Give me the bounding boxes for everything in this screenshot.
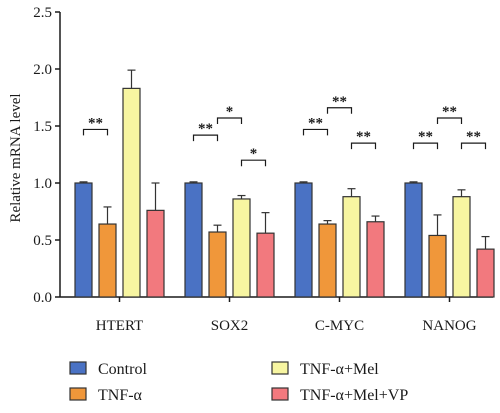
significance-bracket: *: [240, 146, 267, 167]
bracket-line: [216, 117, 243, 125]
significance-bracket: **: [326, 94, 353, 114]
bar: [318, 223, 337, 298]
bar: [342, 196, 361, 298]
x-tick-label: SOX2: [211, 318, 249, 334]
bracket-line: [412, 142, 439, 150]
bar: [98, 223, 117, 298]
legend-label: TNF-α: [98, 387, 143, 404]
bracket-line: [302, 128, 329, 136]
bar: [428, 234, 447, 298]
legend-swatch: [271, 387, 289, 401]
bar: [184, 182, 203, 298]
significance-label: **: [418, 129, 433, 145]
significance-bracket: *: [216, 104, 243, 125]
x-tick-label: NANOG: [422, 318, 476, 334]
significance-bracket: **: [436, 104, 463, 125]
bar: [232, 198, 251, 298]
legend-item: Control: [69, 361, 147, 378]
y-tick-label: 1.5: [33, 119, 52, 135]
y-tick-label: 0.0: [33, 290, 52, 306]
bar: [208, 231, 227, 298]
bracket-line: [350, 142, 377, 150]
significance-bracket: **: [350, 129, 377, 150]
significance-bracket: **: [302, 115, 329, 136]
legend: Control TNF-α TNF-α+Mel TNF-α+Mel+VP: [69, 361, 408, 404]
legend-item: TNF-α: [69, 387, 143, 404]
y-axis-label: Relative mRNA level: [8, 93, 24, 222]
bar: [74, 182, 93, 298]
legend-item: TNF-α+Mel+VP: [271, 387, 408, 404]
significance-label: **: [88, 115, 103, 131]
y-tick-label: 0.5: [33, 233, 52, 249]
legend-label: TNF-α+Mel+VP: [300, 387, 408, 404]
bar: [366, 221, 385, 298]
significance-bracket: **: [460, 129, 487, 150]
significance-label: **: [308, 115, 323, 131]
y-tick-label: 1.0: [33, 176, 52, 192]
significance-label: **: [198, 121, 213, 137]
legend-swatch: [271, 361, 289, 375]
bar: [452, 196, 471, 298]
significance-label: *: [250, 146, 258, 162]
bracket-line: [192, 134, 219, 142]
bracket-line: [460, 142, 487, 150]
bracket-line: [240, 159, 267, 167]
y-tick-label: 2.0: [33, 62, 52, 78]
significance-bracket: **: [412, 129, 439, 150]
legend-swatch: [69, 387, 87, 401]
bar: [404, 182, 423, 298]
significance-label: **: [356, 129, 371, 145]
bar: [122, 87, 141, 298]
legend-item: TNF-α+Mel: [271, 361, 379, 378]
bracket-line: [326, 107, 353, 114]
bracket-line: [82, 128, 109, 136]
legend-label: TNF-α+Mel: [300, 361, 379, 378]
bar: [256, 232, 275, 298]
bar: [146, 209, 165, 298]
bar: [294, 182, 313, 298]
significance-label: *: [226, 104, 234, 120]
bracket-line: [436, 117, 463, 125]
significance-label: **: [332, 94, 347, 110]
significance-label: **: [442, 104, 457, 120]
significance-bracket: **: [82, 115, 109, 136]
legend-label: Control: [98, 361, 147, 378]
legend-swatch: [69, 361, 87, 375]
x-tick-label: HTERT: [96, 318, 143, 334]
bar: [476, 248, 495, 298]
x-tick-label: C-MYC: [315, 318, 364, 334]
y-tick-label: 2.5: [33, 5, 52, 21]
significance-label: **: [466, 129, 481, 145]
significance-bracket: **: [192, 121, 219, 142]
